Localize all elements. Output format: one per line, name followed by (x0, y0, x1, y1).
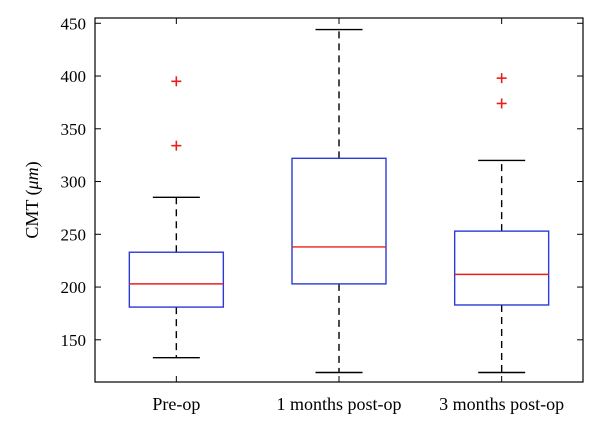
boxes-group (128, 18, 550, 382)
iqr-box (128, 251, 225, 308)
y-tick-label: 350 (61, 120, 87, 139)
x-tick-label: 1 months post-op (276, 394, 401, 414)
y-tick-label: 250 (61, 225, 87, 244)
y-axis-label-unit: μm (22, 167, 42, 190)
y-tick-label: 400 (61, 67, 87, 86)
iqr-box (291, 157, 387, 285)
outlier-marker (496, 98, 507, 109)
box-3 (453, 18, 550, 382)
outlier-marker (171, 140, 182, 151)
y-axis-label-close: ) (22, 161, 43, 167)
y-axis-label-main: CMT ( (22, 189, 43, 238)
y-tick-label: 200 (61, 278, 87, 297)
y-tick-label: 450 (61, 14, 87, 33)
x-axis-tick-labels: Pre-op 1 months post-op 3 months post-op (152, 394, 564, 414)
box-2 (291, 18, 387, 382)
y-tick-label: 150 (61, 331, 87, 350)
iqr-box (453, 230, 550, 306)
y-tick-label: 300 (61, 173, 87, 192)
y-axis-ticks: 150 200 250 300 350 400 450 (61, 14, 583, 350)
y-axis-label: CMT (μm) (22, 161, 43, 238)
x-tick-label: Pre-op (152, 394, 200, 414)
outlier-marker (496, 73, 507, 84)
outlier-marker (171, 76, 182, 87)
box-1 (128, 18, 225, 382)
x-tick-label: 3 months post-op (439, 394, 564, 414)
